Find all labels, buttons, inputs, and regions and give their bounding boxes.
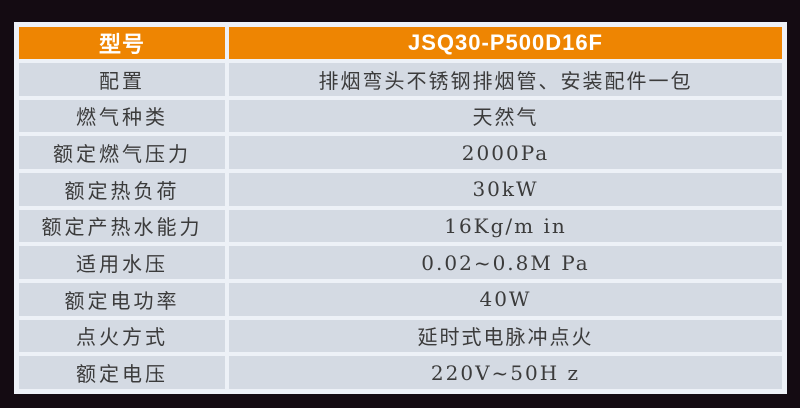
spec-row: 配置 排烟弯头不锈钢排烟管、安装配件一包 bbox=[19, 63, 782, 96]
spec-row: 额定电压 220V~50H z bbox=[19, 356, 782, 389]
spec-value: 延时式电脉冲点火 bbox=[229, 319, 782, 353]
spec-label: 额定电压 bbox=[19, 356, 225, 389]
spec-value: 排烟弯头不锈钢排烟管、安装配件一包 bbox=[229, 63, 782, 96]
spec-table: 型号 JSQ30-P500D16F 配置 排烟弯头不锈钢排烟管、安装配件一包 燃… bbox=[14, 22, 787, 394]
spec-row: 燃气种类 天然气 bbox=[19, 99, 782, 133]
spec-label: 额定产热水能力 bbox=[19, 209, 225, 243]
spec-label: 额定热负荷 bbox=[19, 172, 225, 206]
spec-label: 燃气种类 bbox=[19, 99, 225, 133]
spec-label: 适用水压 bbox=[19, 246, 225, 279]
spec-value: 30kW bbox=[229, 172, 782, 206]
spec-label: 配置 bbox=[19, 63, 225, 96]
spec-value: 2000Pa bbox=[229, 136, 782, 169]
spec-value: 天然气 bbox=[229, 99, 782, 133]
spec-label: 额定电功率 bbox=[19, 282, 225, 316]
model-header-label: 型号 bbox=[19, 27, 225, 59]
spec-row: 额定产热水能力 16Kg/m in bbox=[19, 209, 782, 243]
spec-value: 40W bbox=[229, 282, 782, 316]
spec-label: 点火方式 bbox=[19, 319, 225, 353]
spec-row: 额定热负荷 30kW bbox=[19, 172, 782, 206]
spec-row: 额定电功率 40W bbox=[19, 282, 782, 316]
model-number: JSQ30-P500D16F bbox=[229, 27, 782, 59]
spec-row: 点火方式 延时式电脉冲点火 bbox=[19, 319, 782, 353]
spec-value: 220V~50H z bbox=[229, 356, 782, 389]
header-row: 型号 JSQ30-P500D16F bbox=[19, 27, 782, 59]
spec-row: 额定燃气压力 2000Pa bbox=[19, 136, 782, 169]
spec-row: 适用水压 0.02~0.8M Pa bbox=[19, 246, 782, 279]
spec-value: 0.02~0.8M Pa bbox=[229, 246, 782, 279]
spec-value: 16Kg/m in bbox=[229, 209, 782, 243]
spec-label: 额定燃气压力 bbox=[19, 136, 225, 169]
